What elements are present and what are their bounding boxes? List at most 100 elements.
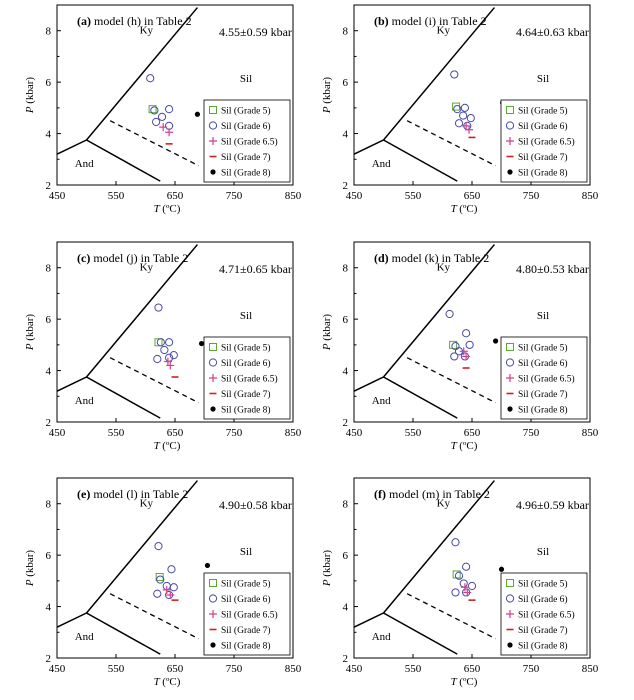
kyanite-sillimanite-boundary xyxy=(382,7,495,141)
legend-label: Sil (Grade 6.5) xyxy=(221,610,278,621)
data-point-dot xyxy=(204,562,211,569)
legend-marker-dot xyxy=(210,406,216,412)
data-point-plus xyxy=(162,585,171,594)
data-point-plus xyxy=(460,583,469,592)
data-point-circle xyxy=(165,105,174,114)
legend-marker-plus xyxy=(506,374,514,382)
andalusite-sillimanite-boundary xyxy=(86,612,161,655)
y-tick-label: 4 xyxy=(46,602,52,614)
data-point-plus xyxy=(159,123,168,132)
dashed-reaction-line xyxy=(406,120,496,167)
x-tick-label: 550 xyxy=(405,427,422,439)
legend-label: Sil (Grade 8) xyxy=(221,405,271,416)
andalusite-kyanite-boundary xyxy=(56,612,87,628)
y-tick-label: 4 xyxy=(46,129,52,141)
data-point-circle xyxy=(445,309,454,319)
x-tick-label: 850 xyxy=(285,190,302,202)
kyanite-sillimanite-boundary xyxy=(85,244,198,378)
y-tick-label: 8 xyxy=(46,499,52,511)
data-point-circle xyxy=(169,351,178,360)
data-point-plus xyxy=(463,588,472,597)
x-axis-label: T (ºC) xyxy=(451,203,478,215)
x-tick-label: 850 xyxy=(582,663,599,675)
data-point-circle xyxy=(157,112,167,121)
legend-label: Sil (Grade 7) xyxy=(518,152,568,163)
dashed-reaction-line xyxy=(406,357,496,404)
data-point-plus xyxy=(459,347,468,356)
legend-label: Sil (Grade 7) xyxy=(221,625,271,636)
andalusite-kyanite-boundary xyxy=(353,376,384,392)
andalusite-sillimanite-boundary xyxy=(86,139,161,182)
legend-label: Sil (Grade 7) xyxy=(221,389,271,400)
legend-label: Sil (Grade 5) xyxy=(221,343,271,354)
kyanite-sillimanite-boundary xyxy=(85,7,198,141)
legend-marker-square xyxy=(209,579,217,587)
data-point-circle xyxy=(453,105,462,114)
legend-marker-dot xyxy=(507,642,513,648)
x-tick-label: 750 xyxy=(523,427,540,439)
x-tick-label: 650 xyxy=(464,427,481,439)
legend-marker-circle xyxy=(505,594,515,603)
data-point-square xyxy=(449,340,458,349)
x-axis-label: T (ºC) xyxy=(154,440,181,452)
legend-label: Sil (Grade 5) xyxy=(221,579,271,590)
field-label-sil: Sil xyxy=(240,546,252,558)
chart-panel-a: 450 550 650 750 850 2 4 6 8 T (ºC) P (kbar) Ky Sil An… xyxy=(24,4,302,215)
legend-box xyxy=(203,99,291,183)
field-label-ky: Ky xyxy=(437,24,451,36)
dashed-reaction-line xyxy=(109,357,199,404)
data-point-circle xyxy=(153,354,162,364)
field-label-and: And xyxy=(75,631,94,643)
data-point-circle xyxy=(459,111,468,120)
x-tick-label: 550 xyxy=(108,190,125,202)
x-tick-label: 450 xyxy=(346,427,363,439)
legend-label: Sil (Grade 8) xyxy=(518,168,568,179)
dashed-reaction-line xyxy=(109,120,199,167)
andalusite-kyanite-boundary xyxy=(56,376,87,392)
data-point-square xyxy=(154,338,163,347)
x-tick-label: 850 xyxy=(285,663,302,675)
data-point-plus xyxy=(166,591,175,599)
pressure-annotation: 4.64±0.63 kbar xyxy=(516,25,589,39)
data-point-circle xyxy=(465,340,474,349)
x-tick-label: 650 xyxy=(167,427,184,439)
panel-title: (a) model (h) in Table 2 xyxy=(77,14,192,28)
x-tick-label: 450 xyxy=(346,663,363,675)
y-axis-label: P (kbar) xyxy=(321,550,333,587)
legend-label: Sil (Grade 6) xyxy=(221,121,271,132)
data-point-circle xyxy=(451,538,460,547)
y-tick-label: 6 xyxy=(46,314,52,326)
andalusite-kyanite-boundary xyxy=(56,139,87,155)
panel-title: (b) model (i) in Table 2 xyxy=(374,14,487,28)
x-axis-label: T (ºC) xyxy=(154,676,181,688)
legend-marker-square xyxy=(506,106,514,114)
data-point-plus xyxy=(465,125,474,134)
x-tick-label: 450 xyxy=(346,190,363,202)
andalusite-sillimanite-boundary xyxy=(383,376,458,419)
data-point-plus xyxy=(462,352,471,361)
y-tick-label: 4 xyxy=(343,366,349,378)
x-tick-label: 450 xyxy=(49,663,66,675)
data-point-circle xyxy=(450,70,459,79)
chart-panel-f: 450 550 650 750 850 2 4 6 8 T (ºC) P (kbar) Ky Sil An… xyxy=(321,477,599,688)
data-point-circle xyxy=(152,117,161,127)
y-tick-label: 4 xyxy=(343,129,349,141)
data-point-circle xyxy=(460,103,470,112)
legend-label: Sil (Grade 5) xyxy=(221,106,271,117)
legend-marker-circle xyxy=(208,358,218,367)
y-tick-label: 4 xyxy=(343,602,349,614)
legend-marker-plus xyxy=(506,610,514,618)
legend-marker-square xyxy=(209,106,217,114)
data-point-circle xyxy=(165,338,174,347)
legend-marker-plus xyxy=(209,374,217,382)
andalusite-kyanite-boundary xyxy=(353,139,384,155)
y-tick-label: 6 xyxy=(46,77,52,89)
legend-marker-square xyxy=(209,343,217,351)
pressure-annotation: 4.80±0.53 kbar xyxy=(516,262,589,276)
field-label-ky: Ky xyxy=(437,261,451,273)
y-tick-label: 6 xyxy=(343,550,349,562)
legend-label: Sil (Grade 5) xyxy=(518,343,568,354)
x-tick-label: 550 xyxy=(108,663,125,675)
pressure-annotation: 4.71±0.65 kbar xyxy=(219,262,292,276)
